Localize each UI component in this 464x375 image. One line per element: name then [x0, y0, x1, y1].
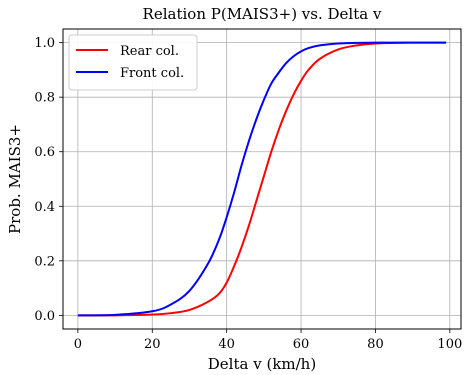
x-tick-label: 20 [144, 337, 161, 352]
y-tick-label: 0.4 [34, 200, 55, 215]
y-axis-ticks: 0.0 0.2 0.4 0.6 0.8 1.0 [34, 36, 63, 324]
y-tick-label: 0.8 [34, 91, 55, 106]
x-tick-label: 0 [74, 337, 82, 352]
legend-box [68, 34, 198, 91]
series-line-front-col [77, 41, 447, 317]
y-tick-label: 1.0 [34, 36, 55, 51]
legend-label-front-col: Front col. [120, 66, 184, 81]
x-axis-ticks: 0 20 40 60 80 100 [74, 329, 462, 352]
y-axis-label: Prob. MAIS3+ [6, 124, 24, 234]
y-tick-label: 0.6 [34, 145, 55, 160]
x-tick-label: 60 [293, 337, 310, 352]
legend: Rear col. Front col. [68, 34, 198, 91]
plot-lines [77, 41, 447, 317]
y-tick-label: 0.0 [34, 309, 55, 324]
y-tick-label: 0.2 [34, 254, 55, 269]
x-tick-label: 100 [437, 337, 462, 352]
grid-lines [63, 29, 461, 329]
series-line-rear-col [77, 41, 447, 317]
legend-label-rear-col: Rear col. [120, 44, 179, 59]
chart-title: Relation P(MAIS3+) vs. Delta v [143, 5, 382, 23]
plot-frame [62, 28, 462, 330]
x-tick-label: 40 [218, 337, 235, 352]
x-axis-label: Delta v (km/h) [208, 355, 316, 373]
x-tick-label: 80 [367, 337, 384, 352]
